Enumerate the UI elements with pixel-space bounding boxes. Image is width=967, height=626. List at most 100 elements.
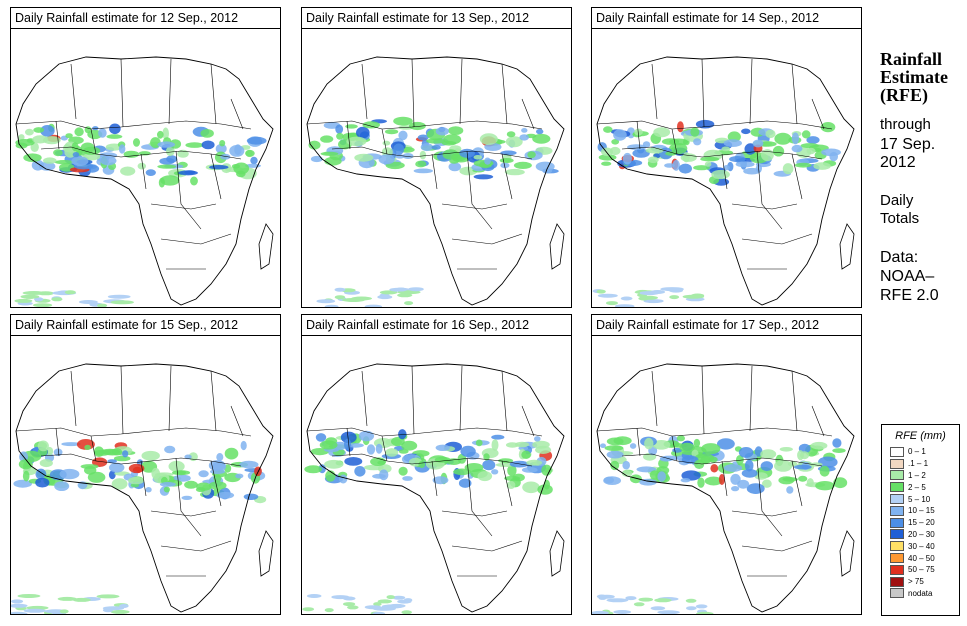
rain-blob [137, 162, 146, 170]
rain-blob [506, 131, 516, 138]
rain-blob [697, 477, 705, 488]
rain-blob [638, 597, 654, 602]
rain-blob [346, 136, 367, 147]
country-border [621, 146, 823, 160]
rain-blob [738, 447, 754, 458]
rain-blob [184, 480, 198, 489]
legend-item: 50 – 75 [882, 564, 959, 576]
rain-blob [685, 598, 697, 603]
rain-blob [165, 146, 175, 157]
rain-blob [61, 442, 81, 447]
panel-title: Daily Rainfall estimate for 16 Sep., 201… [302, 315, 571, 336]
rain-blob [434, 456, 451, 463]
rain-blob [401, 610, 412, 614]
rain-blob [335, 124, 344, 134]
rain-blob [690, 127, 700, 137]
rain-blob [669, 295, 680, 300]
rain-blob [209, 165, 229, 170]
rain-blob [660, 287, 684, 292]
rain-blob [633, 602, 645, 607]
rain-blob [397, 293, 413, 298]
rain-blob [33, 127, 45, 133]
rain-blob [159, 157, 175, 165]
rain-blob [600, 443, 606, 448]
rain-blob [22, 291, 46, 295]
rain-blob [32, 135, 49, 144]
rain-blob [798, 475, 808, 482]
rain-blob [391, 436, 405, 447]
rain-blob [484, 157, 491, 165]
rainfall-map [302, 29, 571, 307]
rain-blob [498, 458, 514, 464]
legend-label: 5 – 10 [908, 494, 931, 504]
rain-blob [537, 484, 553, 495]
rain-blob [601, 147, 613, 157]
rain-blob [473, 174, 494, 180]
rain-blob [57, 596, 77, 601]
rain-blob [302, 607, 315, 612]
panel-title: Daily Rainfall estimate for 12 Sep., 201… [11, 8, 280, 29]
country-border [596, 427, 833, 437]
rain-blob [39, 459, 53, 468]
rain-blob [310, 155, 323, 163]
rain-blob [801, 130, 811, 139]
rain-blob [522, 481, 540, 494]
country-border [721, 457, 803, 537]
rain-blob [364, 464, 384, 471]
rain-blob [737, 479, 750, 489]
rain-blob [184, 454, 192, 460]
rain-blob [435, 444, 450, 451]
continent-outline [306, 363, 565, 613]
rain-blob [686, 606, 697, 611]
rain-blob [754, 472, 768, 480]
rain-blob [535, 445, 552, 454]
rain-blob [606, 450, 624, 459]
rain-blob [601, 161, 612, 166]
country-border [306, 427, 543, 437]
rain-blob [235, 473, 244, 479]
rain-blob [680, 478, 691, 483]
rain-blob [453, 468, 472, 476]
rain-blob [11, 599, 24, 604]
rain-blob [791, 144, 803, 153]
rain-blob [678, 163, 692, 174]
rain-blob [833, 477, 848, 489]
rain-blob [491, 439, 499, 451]
rain-blob [96, 594, 120, 599]
rain-blob [729, 156, 746, 163]
rain-blob [829, 151, 838, 162]
rain-blob [53, 149, 63, 157]
rain-blob [243, 493, 259, 500]
rain-blob [797, 450, 804, 461]
rain-blob [324, 156, 342, 166]
rain-blob [163, 486, 170, 493]
rain-blob [650, 606, 666, 611]
legend-label: 15 – 20 [908, 518, 935, 528]
rain-blob [664, 163, 675, 168]
rain-blob [372, 473, 386, 479]
rain-blob [765, 129, 776, 139]
rain-blob [604, 445, 624, 451]
rain-blob [40, 125, 55, 137]
rain-blob [401, 440, 418, 451]
rain-blob [448, 162, 462, 172]
country-border [40, 146, 242, 160]
rain-blob [324, 304, 339, 307]
rain-blob [704, 476, 723, 486]
rain-blob [239, 460, 259, 469]
rain-blob [366, 444, 376, 455]
legend-label: 20 – 30 [908, 529, 935, 539]
rain-blob [54, 160, 75, 165]
legend-item: 15 – 20 [882, 517, 959, 529]
rain-blob [54, 481, 70, 491]
legend-label: 40 – 50 [908, 553, 935, 563]
rain-blob [679, 442, 695, 453]
rain-blob [190, 176, 198, 186]
legend-item: 30 – 40 [882, 540, 959, 552]
rain-blob [695, 604, 708, 609]
rain-blob [418, 460, 426, 469]
legend-label: 2 – 5 [908, 482, 926, 492]
country-border [331, 146, 533, 160]
rain-blob [164, 445, 176, 454]
country-border [140, 150, 222, 230]
